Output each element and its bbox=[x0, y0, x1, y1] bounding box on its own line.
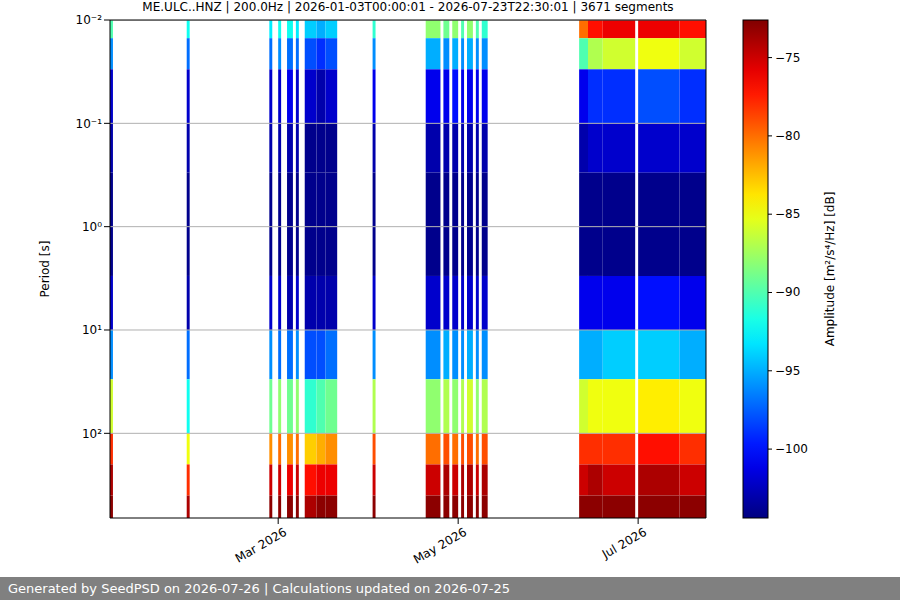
svg-text:May 2026: May 2026 bbox=[411, 525, 469, 567]
svg-text:−80: −80 bbox=[775, 129, 800, 143]
svg-text:10⁻¹: 10⁻¹ bbox=[76, 117, 103, 131]
svg-text:Amplitude [m²/s⁴/Hz] [dB]: Amplitude [m²/s⁴/Hz] [dB] bbox=[823, 192, 837, 347]
svg-text:−90: −90 bbox=[775, 285, 800, 299]
svg-text:Mar 2026: Mar 2026 bbox=[233, 525, 289, 566]
svg-text:−85: −85 bbox=[775, 207, 800, 221]
svg-text:−100: −100 bbox=[775, 442, 808, 456]
html-text:ME.ULC..HNZ | 200.0Hz | 2026-0: ME.ULC..HNZ | 200.0Hz | 2026-01-03T00:00… bbox=[142, 0, 674, 14]
html-text:Generated by SeedPSD on 2026-0: Generated by SeedPSD on 2026-07-26 | Cal… bbox=[8, 581, 510, 596]
svg-text:10¹: 10¹ bbox=[82, 323, 102, 337]
svg-text:Jul 2026: Jul 2026 bbox=[599, 525, 649, 562]
svg-text:−75: −75 bbox=[775, 51, 800, 65]
svg-text:Period [s]: Period [s] bbox=[38, 241, 52, 298]
svg-text:10²: 10² bbox=[82, 427, 102, 441]
svg-text:10⁻²: 10⁻² bbox=[76, 13, 103, 27]
svg-text:10⁰: 10⁰ bbox=[82, 220, 102, 234]
svg-text:−95: −95 bbox=[775, 364, 800, 378]
